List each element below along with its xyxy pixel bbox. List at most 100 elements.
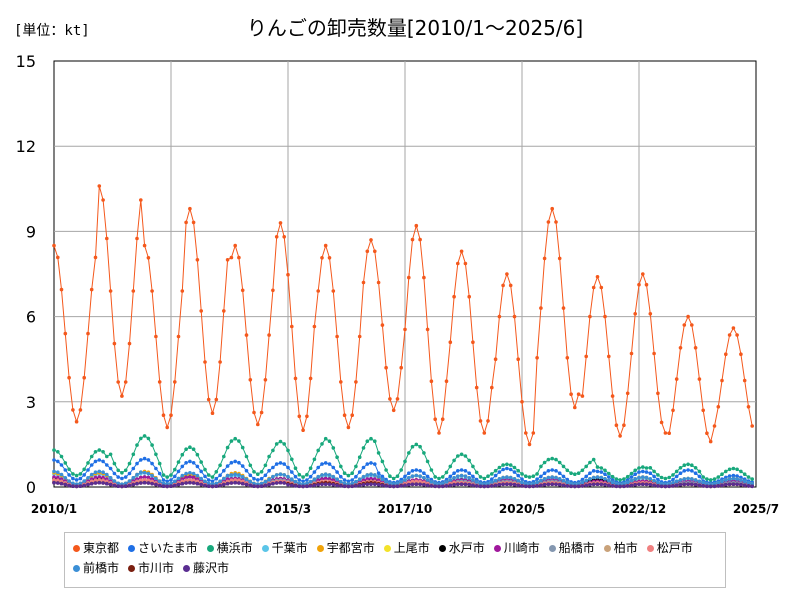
series-point bbox=[693, 471, 698, 476]
series-point bbox=[78, 472, 83, 476]
series-point bbox=[286, 465, 290, 470]
series-point bbox=[237, 481, 241, 485]
series-point bbox=[674, 474, 679, 479]
series-point bbox=[727, 333, 732, 337]
series-point bbox=[524, 484, 528, 489]
series-point bbox=[373, 482, 377, 487]
series-point bbox=[191, 447, 196, 452]
series-point bbox=[380, 477, 385, 482]
series-point bbox=[52, 478, 56, 482]
series-point bbox=[290, 324, 294, 329]
series-point bbox=[52, 480, 56, 485]
series-point bbox=[561, 478, 566, 483]
series-point bbox=[184, 481, 188, 485]
series-point bbox=[252, 470, 256, 474]
series-point bbox=[274, 442, 279, 446]
series-point bbox=[290, 470, 294, 474]
series-point bbox=[625, 391, 630, 396]
series-point bbox=[474, 477, 479, 482]
legend-marker bbox=[316, 545, 324, 552]
series-point bbox=[516, 357, 520, 362]
series-point bbox=[708, 439, 713, 444]
legend-marker bbox=[548, 545, 556, 552]
x-tick-label: 2012/8 bbox=[148, 502, 194, 516]
series-point bbox=[463, 261, 468, 266]
series-point bbox=[512, 465, 517, 470]
series-point bbox=[191, 461, 196, 465]
series-point bbox=[327, 462, 332, 466]
series-point bbox=[278, 480, 283, 485]
series-point bbox=[161, 481, 166, 486]
series-point bbox=[263, 473, 268, 478]
series-point bbox=[599, 470, 604, 474]
series-point bbox=[750, 484, 754, 489]
series-point bbox=[361, 482, 366, 487]
series-point bbox=[237, 460, 241, 465]
series-point bbox=[686, 314, 690, 319]
series-point bbox=[346, 479, 351, 484]
series-point bbox=[735, 333, 739, 337]
series-point bbox=[727, 477, 732, 481]
series-point bbox=[686, 482, 690, 487]
series-point bbox=[535, 480, 539, 485]
series-point bbox=[693, 466, 698, 470]
series-point bbox=[527, 484, 532, 489]
series-point bbox=[131, 476, 136, 480]
series-point bbox=[244, 454, 249, 459]
x-tick-label: 2010/1 bbox=[31, 502, 77, 516]
legend-marker bbox=[603, 545, 611, 552]
series-point bbox=[233, 480, 237, 485]
series-point bbox=[444, 477, 449, 482]
series-point bbox=[323, 436, 328, 441]
series-point bbox=[724, 482, 728, 487]
series-point bbox=[641, 465, 645, 469]
series-point bbox=[591, 285, 596, 290]
series-point bbox=[308, 474, 313, 479]
series-point bbox=[486, 481, 490, 486]
series-point bbox=[293, 376, 298, 381]
series-point bbox=[52, 469, 56, 474]
series-point bbox=[123, 380, 128, 384]
series-point bbox=[742, 483, 747, 488]
series-point bbox=[407, 451, 411, 455]
series-point bbox=[354, 380, 358, 384]
series-point bbox=[399, 484, 404, 488]
series-point bbox=[116, 468, 120, 473]
series-point bbox=[248, 378, 253, 382]
series-point bbox=[739, 482, 743, 487]
series-point bbox=[123, 468, 128, 473]
series-point bbox=[410, 469, 415, 473]
series-point bbox=[274, 481, 279, 485]
series-point bbox=[52, 448, 56, 452]
series-point bbox=[376, 451, 381, 455]
series-point bbox=[656, 484, 660, 488]
series-point bbox=[346, 484, 351, 489]
series-point bbox=[742, 378, 747, 383]
series-point bbox=[52, 243, 56, 248]
series-point bbox=[444, 484, 449, 488]
series-point bbox=[463, 474, 468, 479]
series-point bbox=[131, 289, 136, 293]
series-point bbox=[184, 478, 188, 483]
legend-marker bbox=[646, 545, 654, 552]
series-point bbox=[644, 482, 649, 487]
series-point bbox=[731, 326, 736, 330]
series-point bbox=[286, 272, 290, 277]
series-point bbox=[180, 289, 185, 293]
series-point bbox=[516, 468, 520, 473]
series-point bbox=[550, 482, 554, 487]
series-point bbox=[361, 474, 366, 479]
series-point bbox=[554, 475, 558, 480]
series-point bbox=[222, 476, 226, 481]
series-point bbox=[531, 431, 536, 435]
series-point bbox=[682, 323, 687, 327]
series-point bbox=[448, 483, 453, 488]
series-point bbox=[497, 465, 502, 470]
series-point bbox=[531, 484, 536, 489]
series-point bbox=[727, 474, 732, 478]
series-point bbox=[380, 459, 385, 464]
series-point bbox=[731, 482, 736, 487]
series-point bbox=[150, 481, 154, 486]
series-point bbox=[112, 483, 117, 488]
series-point bbox=[550, 475, 554, 479]
